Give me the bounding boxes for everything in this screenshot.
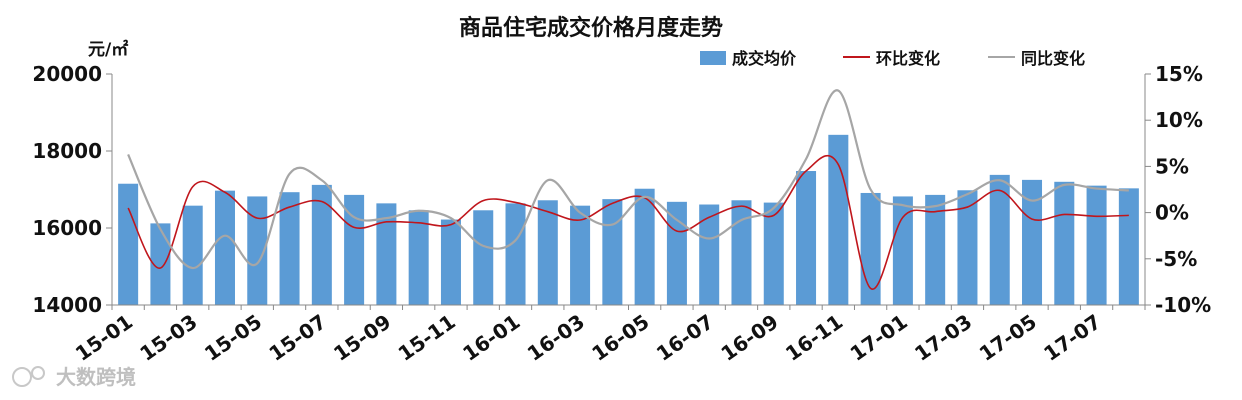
bar <box>505 203 526 305</box>
bar <box>699 204 720 305</box>
bar <box>1022 179 1043 305</box>
bar <box>1118 188 1139 305</box>
bar <box>214 190 235 305</box>
bar <box>1086 185 1107 305</box>
bar <box>957 190 978 305</box>
bar <box>796 171 817 305</box>
legend-swatch-bar <box>700 51 726 65</box>
y-tick-label-left: 16000 <box>32 216 102 240</box>
bar <box>408 210 429 305</box>
bar <box>473 210 494 305</box>
y-tick-label-right: -5% <box>1155 247 1197 271</box>
bar <box>376 203 397 305</box>
y-tick-label-right: 5% <box>1155 154 1189 178</box>
x-tick-label: 17-03 <box>910 309 976 365</box>
bar <box>537 200 558 305</box>
bar <box>1054 181 1075 305</box>
legend-label-bar: 成交均价 <box>732 49 797 68</box>
series-line-mom <box>127 154 1129 290</box>
x-tick-label: 15-07 <box>265 309 331 365</box>
y-tick-label-right: 0% <box>1155 201 1189 225</box>
legend-label-mom: 环比变化 <box>876 49 940 68</box>
bar <box>344 194 365 305</box>
bar <box>634 188 655 305</box>
y-tick-label-right: -10% <box>1155 293 1211 317</box>
x-tick-label: 15-05 <box>200 309 266 365</box>
bar <box>279 192 300 305</box>
x-tick-label: 17-05 <box>975 309 1041 365</box>
y-tick-label-left: 20000 <box>32 62 102 86</box>
x-tick-label: 16-07 <box>652 309 718 365</box>
plot-area <box>118 89 1139 305</box>
y-axis-unit: 元/㎡ <box>88 39 128 60</box>
x-tick-label: 15-11 <box>394 309 460 365</box>
x-tick-label: 15-03 <box>135 309 201 365</box>
bar <box>247 196 268 305</box>
bar <box>570 205 591 305</box>
x-tick-label: 15-09 <box>329 309 395 365</box>
legend-label-yoy: 同比变化 <box>1021 49 1085 68</box>
bar <box>892 196 913 305</box>
bar <box>763 202 784 305</box>
y-tick-label-left: 14000 <box>32 293 102 317</box>
y-tick-label-left: 18000 <box>32 139 102 163</box>
x-tick-label: 16-05 <box>587 309 653 365</box>
x-tick-label: 17-01 <box>846 309 912 365</box>
bar <box>440 219 461 305</box>
x-tick-label: 16-11 <box>781 309 847 365</box>
watermark-text: 大数跨境 <box>56 365 136 389</box>
x-tick-label: 16-09 <box>716 309 782 365</box>
bar <box>989 174 1010 305</box>
bar <box>150 223 171 305</box>
chart-title: 商品住宅成交价格月度走势 <box>459 15 723 41</box>
x-tick-label: 16-03 <box>523 309 589 365</box>
bar <box>666 201 687 305</box>
bar <box>731 200 752 305</box>
x-tick-label: 16-01 <box>458 309 524 365</box>
bar <box>925 194 946 305</box>
watermark-logo-dot-icon <box>31 366 45 380</box>
bar <box>602 199 623 305</box>
watermark: 大数跨境 <box>12 365 136 389</box>
series-line-yoy <box>127 89 1129 270</box>
watermark-logo-icon <box>12 367 32 387</box>
y-tick-label-right: 15% <box>1155 62 1203 86</box>
legend: 成交均价 环比变化 同比变化 <box>700 49 1085 68</box>
bar <box>311 184 332 305</box>
bar <box>118 183 139 305</box>
x-tick-label: 15-01 <box>71 309 137 365</box>
bar <box>182 205 203 305</box>
x-tick-label: 17-07 <box>1039 309 1105 365</box>
bar <box>828 134 849 305</box>
y-tick-label-right: 10% <box>1155 108 1203 132</box>
